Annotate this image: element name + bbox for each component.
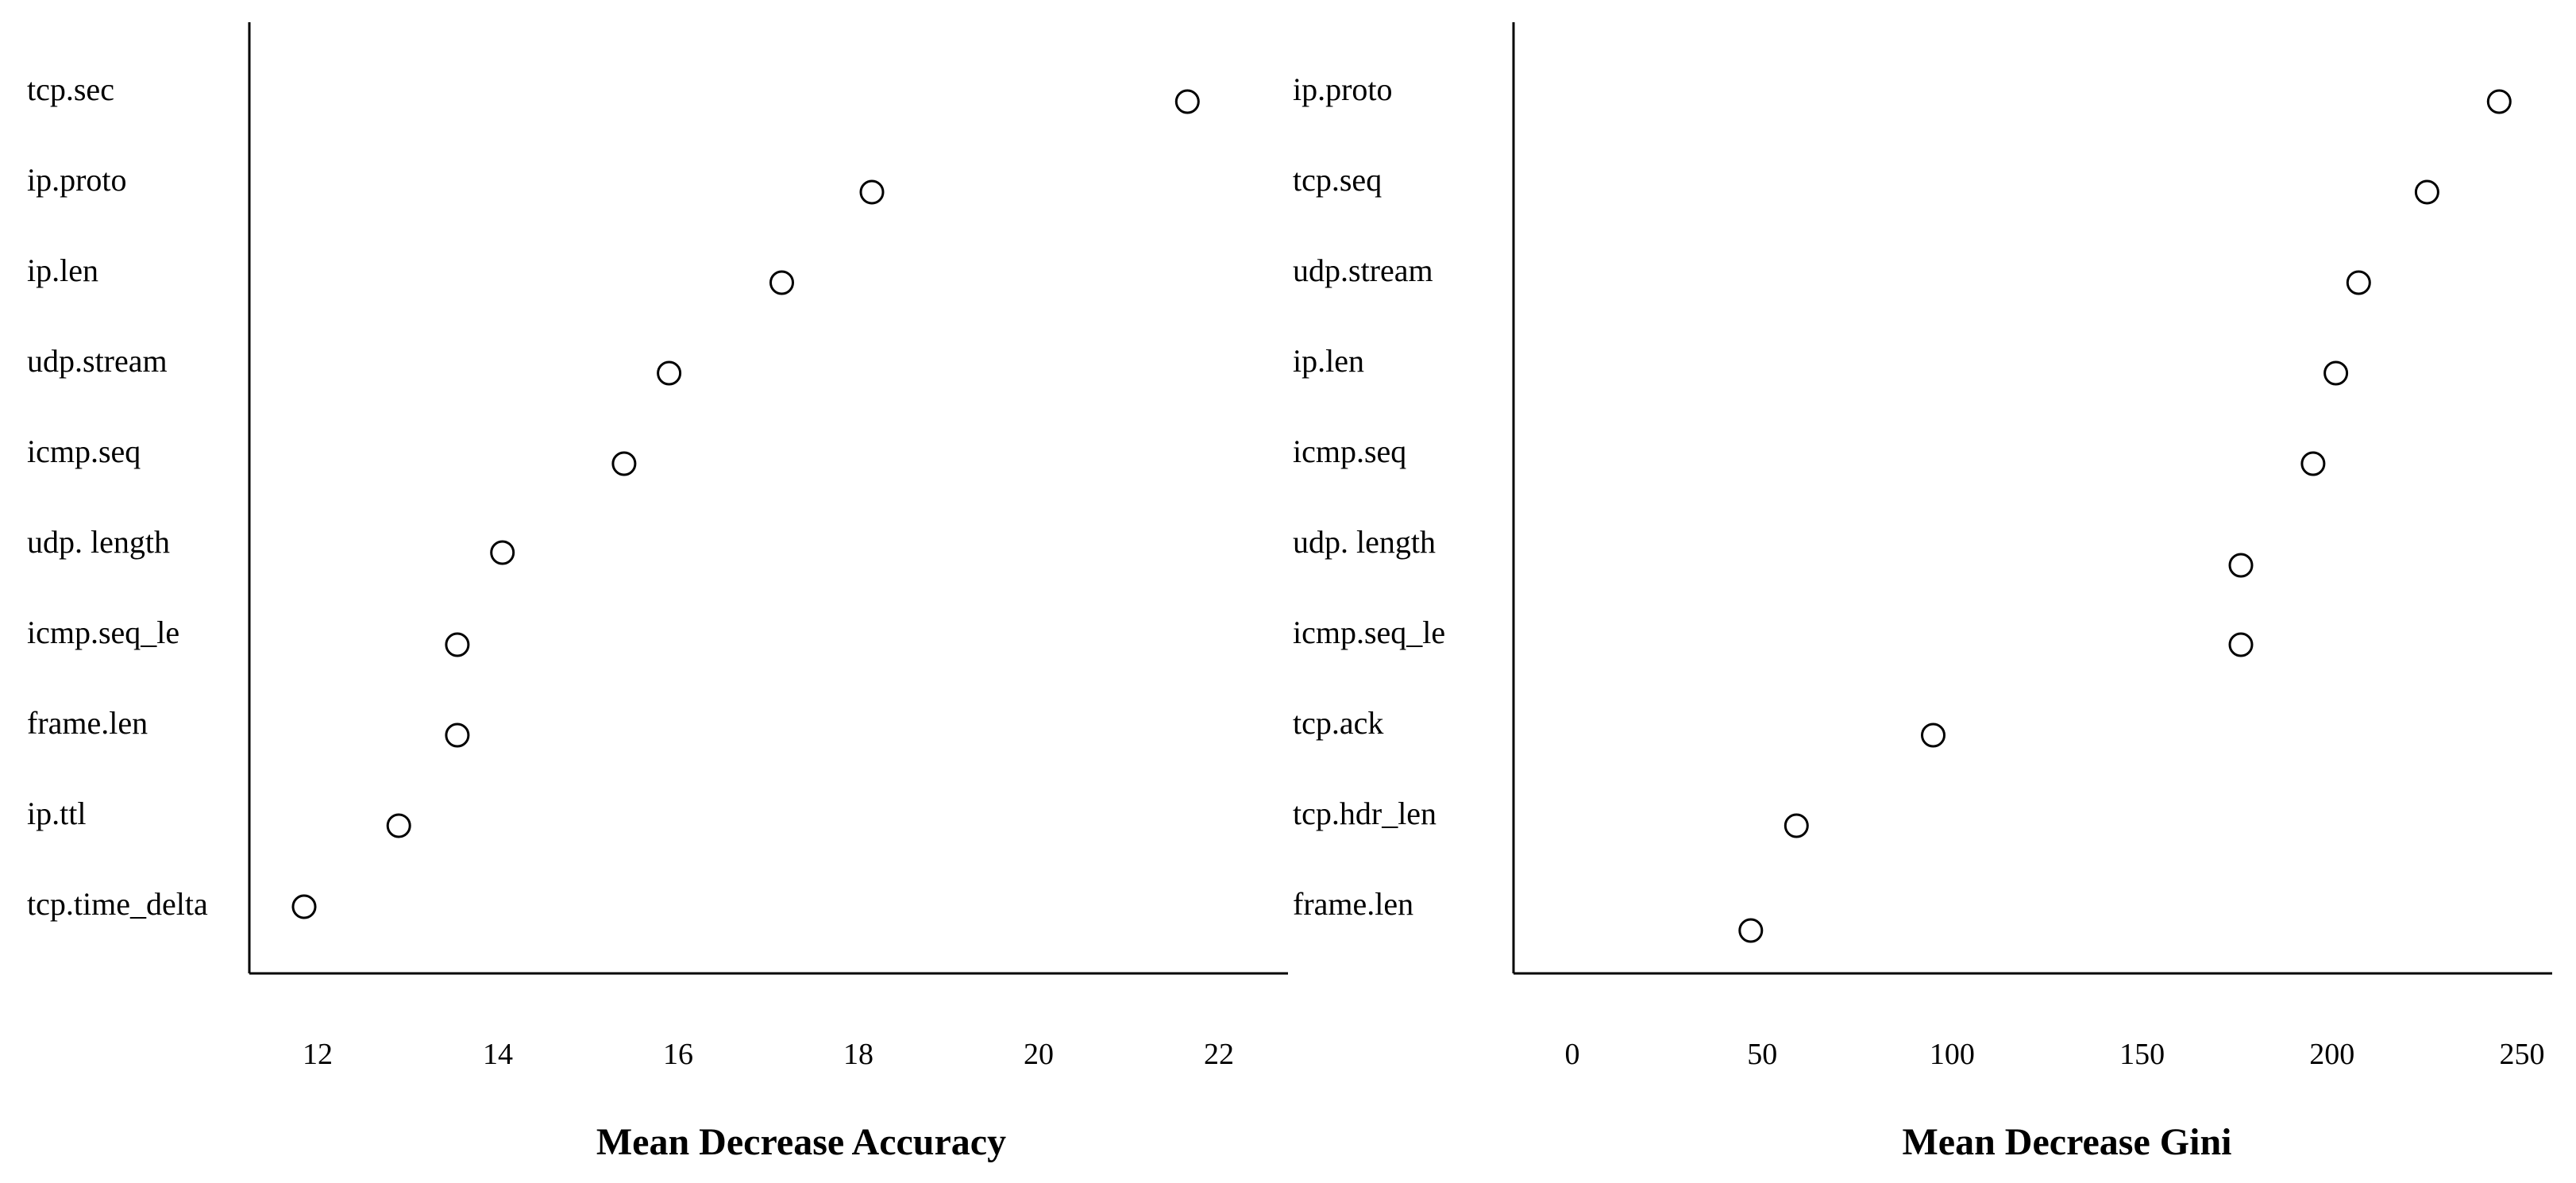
accuracy-x-tick-label: 14 [483, 1038, 513, 1071]
accuracy-data-point [769, 270, 794, 295]
gini-row-label: ip.len [1293, 343, 1364, 379]
accuracy-data-point [445, 632, 470, 657]
gini-data-point [1738, 918, 1764, 943]
accuracy-data-point [657, 360, 682, 386]
accuracy-data-point [445, 723, 470, 748]
accuracy-panel: tcp.sec ip.proto ip.len udp.stream icmp.seq u… [27, 22, 1288, 1163]
accuracy-data-point [386, 813, 411, 838]
gini-data-point [1921, 723, 1945, 748]
gini-x-tick-label: 100 [1930, 1038, 1975, 1071]
gini-row-label: frame.len [1293, 886, 1413, 922]
gini-x-tick-label: 200 [2309, 1038, 2354, 1071]
gini-panel: ip.proto tcp.seq udp.stream ip.len icmp.seq u… [1293, 22, 2552, 1163]
gini-row-label: tcp.hdr_len [1293, 796, 1436, 831]
gini-x-tick-label: 0 [1565, 1038, 1580, 1071]
gini-row-label: tcp.ack [1293, 705, 1383, 741]
gini-data-point [2300, 451, 2326, 476]
accuracy-x-tick-label: 18 [843, 1038, 873, 1071]
accuracy-x-tick-label: 16 [663, 1038, 693, 1071]
gini-row-label: tcp.seq [1293, 162, 1382, 198]
accuracy-x-tick-label: 20 [1024, 1038, 1054, 1071]
accuracy-data-point [859, 179, 885, 205]
accuracy-data-point [490, 540, 515, 565]
accuracy-x-axis-title: Mean Decrease Accuracy [596, 1121, 1006, 1163]
gini-x-tick-label: 250 [2500, 1038, 2545, 1071]
accuracy-row-label: ip.proto [27, 162, 127, 198]
accuracy-row-label: icmp.seq [27, 434, 141, 469]
accuracy-x-tick-label: 12 [303, 1038, 333, 1071]
gini-row-label: icmp.seq [1293, 434, 1406, 469]
gini-data-point [2228, 553, 2254, 578]
accuracy-x-tick-label: 22 [1204, 1038, 1234, 1071]
gini-data-point [1784, 813, 1809, 838]
accuracy-data-point [291, 894, 317, 919]
accuracy-row-label: ip.len [27, 252, 98, 288]
gini-x-tick-label: 50 [1747, 1038, 1777, 1071]
gini-data-point [2414, 179, 2439, 205]
accuracy-row-label: ip.ttl [27, 796, 86, 831]
gini-row-label: icmp.seq_le [1293, 615, 1445, 650]
gini-row-label: udp. length [1293, 524, 1436, 560]
accuracy-row-label: tcp.time_delta [27, 886, 208, 922]
gini-row-label: ip.proto [1293, 71, 1393, 107]
gini-data-point [2486, 89, 2512, 114]
accuracy-row-label: tcp.sec [27, 71, 114, 107]
gini-data-point [2228, 632, 2254, 657]
accuracy-data-point [611, 451, 637, 476]
gini-x-axis-title: Mean Decrease Gini [1902, 1121, 2231, 1163]
gini-row-label: udp.stream [1293, 252, 1433, 288]
accuracy-row-label: icmp.seq_le [27, 615, 179, 650]
accuracy-row-label: udp.stream [27, 343, 168, 379]
accuracy-data-point [1174, 89, 1200, 114]
gini-data-point [2346, 270, 2371, 295]
gini-x-tick-label: 150 [2119, 1038, 2165, 1071]
accuracy-row-label: udp. length [27, 524, 170, 560]
gini-data-point [2323, 360, 2349, 386]
accuracy-row-label: frame.len [27, 705, 148, 741]
